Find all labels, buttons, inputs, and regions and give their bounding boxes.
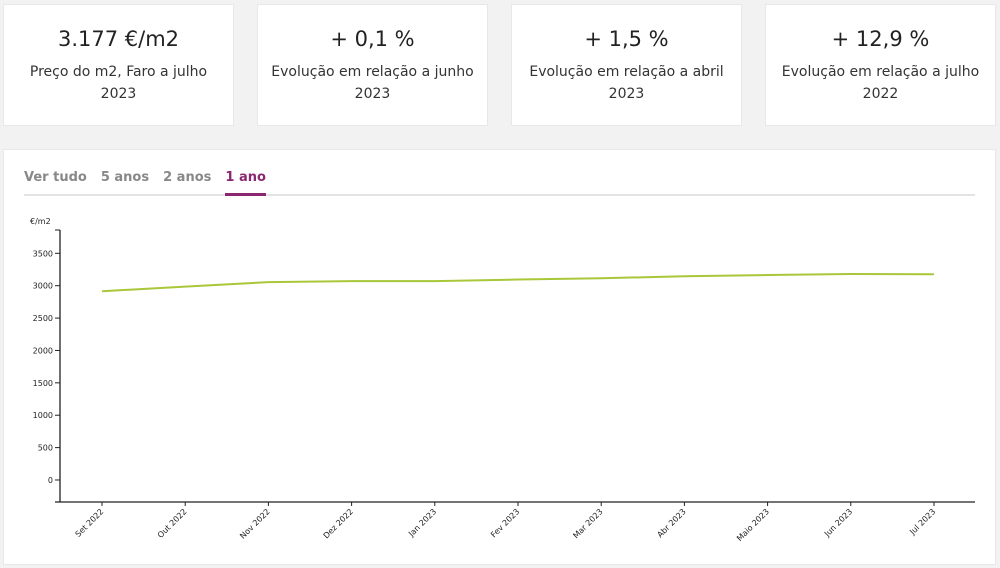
y-tick-label: 1500	[33, 379, 53, 388]
x-tick-label: Maio 2023	[735, 507, 771, 543]
stat-card-price: 3.177 €/m2 Preço do m2, Faro a julho 202…	[3, 4, 234, 126]
stat-label: Evolução em relação a junho 2023	[271, 64, 474, 102]
y-axis-label: €/m2	[30, 217, 51, 226]
y-tick-label: 3000	[33, 282, 53, 291]
period-tabs: Ver tudo 5 anos 2 anos 1 ano	[24, 170, 975, 196]
y-tick-label: 500	[38, 444, 53, 453]
y-tick-label: 2500	[33, 314, 53, 323]
y-tick-label: 1000	[33, 411, 53, 420]
x-tick-label: Dez 2022	[322, 507, 355, 540]
tab-2-anos[interactable]: 2 anos	[163, 170, 212, 185]
stat-value: + 0,1 %	[330, 27, 415, 51]
stat-label: Evolução em relação a julho 2022	[781, 64, 980, 102]
x-tick-label: Mar 2023	[571, 507, 604, 540]
x-tick-label: Nov 2022	[238, 507, 272, 541]
price-line	[101, 273, 935, 293]
stat-label: Evolução em relação a abril 2023	[529, 64, 724, 102]
y-tick-label: 2000	[33, 346, 53, 355]
stat-label: Preço do m2, Faro a julho 2023	[29, 64, 208, 102]
tab-ver-tudo[interactable]: Ver tudo	[24, 170, 87, 185]
x-tick-label: Fev 2023	[489, 507, 521, 539]
x-tick-label: Jun 2023	[822, 507, 854, 539]
stat-card-year: + 12,9 % Evolução em relação a julho 202…	[765, 4, 996, 126]
x-tick-label: Set 2022	[74, 507, 106, 539]
x-tick-label: Abr 2023	[655, 507, 687, 539]
x-tick-label: Out 2022	[156, 507, 189, 540]
tab-1-ano[interactable]: 1 ano	[225, 170, 266, 196]
tab-5-anos[interactable]: 5 anos	[100, 170, 150, 185]
chart-panel: Ver tudo 5 anos 2 anos 1 ano	[3, 149, 996, 565]
stat-card-quarter: + 1,5 % Evolução em relação a abril 2023	[511, 4, 742, 126]
x-tick-label: Jan 2023	[406, 507, 438, 539]
y-tick-label: 3500	[33, 249, 53, 258]
x-tick-label: Jul 2023	[907, 507, 937, 537]
stat-value: + 12,9 %	[831, 27, 930, 51]
stat-value: 3.177 €/m2	[57, 27, 180, 51]
y-tick-label: 0	[48, 476, 53, 485]
stat-value: + 1,5 %	[584, 27, 669, 51]
stat-card-month: + 0,1 % Evolução em relação a junho 2023	[257, 4, 488, 126]
